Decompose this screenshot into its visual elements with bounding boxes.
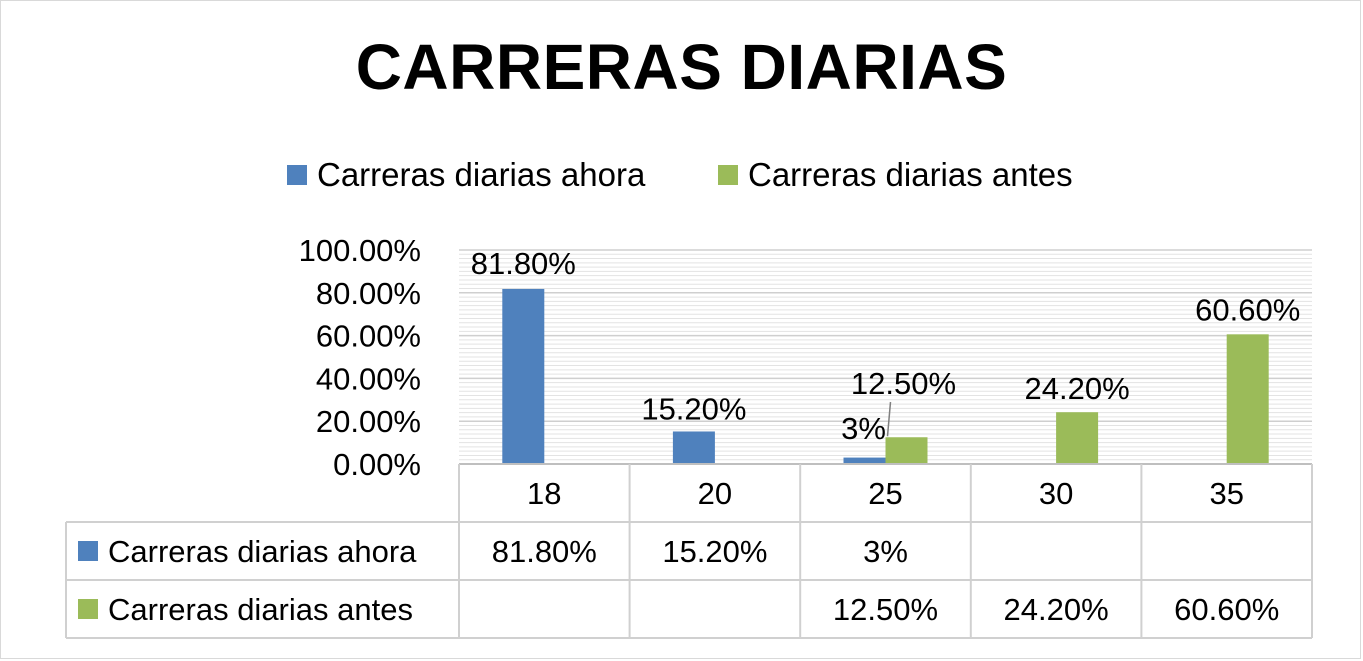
category-label-25: 25 xyxy=(868,476,902,511)
category-label-30: 30 xyxy=(1039,476,1073,511)
bar-ahora-25 xyxy=(843,457,886,464)
category-label-20: 20 xyxy=(698,476,732,511)
table-cell-antes-30: 24.20% xyxy=(1004,592,1109,627)
table-cell-ahora-25: 3% xyxy=(863,534,908,569)
y-tick-label: 40.00% xyxy=(316,361,421,396)
bar-antes-30 xyxy=(1056,412,1099,464)
legend-item-antes: Carreras diarias antes xyxy=(718,156,1073,194)
table-cell-antes-25: 12.50% xyxy=(833,592,938,627)
y-tick-label: 20.00% xyxy=(316,404,421,439)
legend-label-antes: Carreras diarias antes xyxy=(748,156,1073,193)
data-label-ahora-20: 15.20% xyxy=(641,391,746,426)
data-label-antes-35: 60.60% xyxy=(1195,292,1300,327)
y-tick-label: 60.00% xyxy=(316,319,421,354)
table-cell-antes-35: 60.60% xyxy=(1174,592,1279,627)
table-legend-swatch-antes xyxy=(78,599,98,619)
data-label-ahora-25: 3% xyxy=(841,411,886,446)
table-series-name-antes: Carreras diarias antes xyxy=(108,592,413,627)
table-cell-ahora-20: 15.20% xyxy=(662,534,767,569)
bar-antes-35 xyxy=(1226,334,1269,464)
category-label-35: 35 xyxy=(1209,476,1243,511)
y-tick-label: 0.00% xyxy=(333,447,421,482)
table-series-name-ahora: Carreras diarias ahora xyxy=(108,534,417,569)
table-legend-swatch-ahora xyxy=(78,541,98,561)
legend-item-ahora: Carreras diarias ahora xyxy=(287,156,645,194)
bar-ahora-20 xyxy=(672,431,715,464)
legend-label-ahora: Carreras diarias ahora xyxy=(317,156,646,193)
category-label-18: 18 xyxy=(527,476,561,511)
legend-swatch-ahora xyxy=(287,165,307,185)
data-label-ahora-18: 81.80% xyxy=(471,246,576,281)
data-label-antes-30: 24.20% xyxy=(1025,371,1130,406)
legend-swatch-antes xyxy=(718,165,738,185)
bar-antes-25 xyxy=(885,437,928,464)
y-tick-label: 100.00% xyxy=(299,233,421,268)
chart-title: CARRERAS DIARIAS xyxy=(355,31,1008,103)
table-cell-ahora-18: 81.80% xyxy=(492,534,597,569)
data-label-antes-25: 12.50% xyxy=(851,366,956,401)
label-leader-line xyxy=(886,401,892,437)
bar-ahora-18 xyxy=(502,288,545,464)
y-tick-label: 80.00% xyxy=(316,276,421,311)
